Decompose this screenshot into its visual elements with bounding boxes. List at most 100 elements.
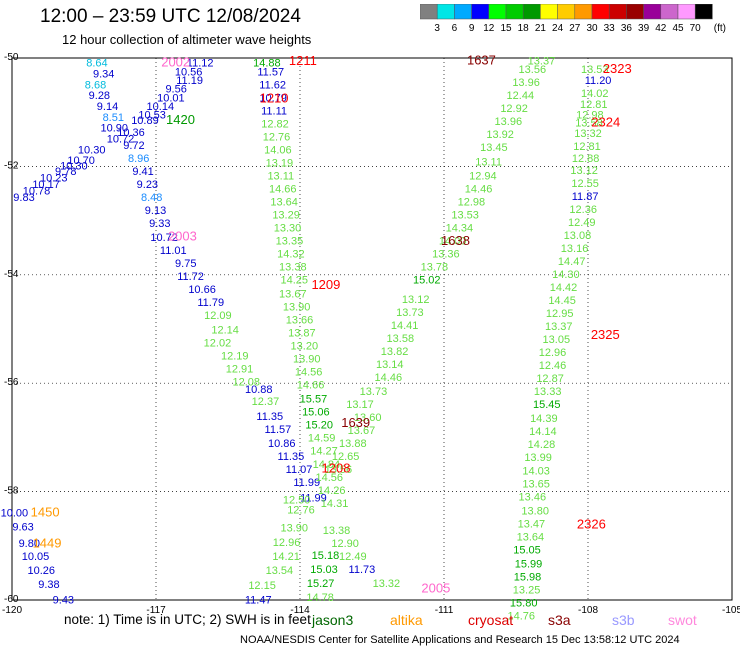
pass-time-label: 1637	[467, 53, 496, 68]
wave-height-value: 11.19	[176, 75, 203, 87]
satellite-label-swot: swot	[668, 612, 697, 628]
wave-height-value: 10.90	[100, 123, 128, 135]
wave-height-value: 14.00	[439, 235, 467, 247]
page-title: 12:00 – 23:59 UTC 12/08/2024	[40, 6, 301, 27]
wave-height-value: 13.38	[323, 525, 351, 537]
wave-height-value: 12.82	[261, 118, 289, 130]
wave-height-value: 12.76	[287, 504, 315, 516]
wave-height-value: 11.72	[177, 271, 204, 283]
wave-height-value: 13.16	[561, 243, 589, 255]
wave-height-value: 14.78	[306, 592, 334, 604]
wave-height-value: 10.78	[23, 186, 51, 198]
pass-time-label: 1208	[322, 461, 351, 476]
wave-height-value: 13.66	[286, 315, 314, 327]
wave-height-value: 13.46	[519, 491, 547, 503]
legend-swatch	[694, 4, 713, 20]
wave-height-value: 14.06	[264, 144, 292, 156]
pass-time-label: 1639	[341, 415, 370, 430]
wave-height-value: 13.56	[519, 64, 547, 76]
wave-height-value: 13.29	[272, 209, 300, 221]
wave-height-value: 11.73	[349, 564, 376, 576]
legend-tick-label: 30	[586, 23, 598, 34]
wave-height-value: 9.23	[137, 179, 158, 191]
wave-height-value: 12.44	[507, 90, 535, 102]
wave-height-value: 14.31	[321, 498, 349, 510]
wave-height-value: 10.89	[131, 115, 159, 127]
wave-height-value: 15.27	[307, 578, 335, 590]
legend-tick-label: 70	[690, 23, 702, 34]
lat-tick-label: -52	[4, 160, 19, 171]
wave-height-value: 10.00	[1, 508, 29, 520]
wave-height-value: 12.95	[546, 308, 574, 320]
wave-height-value: 12.65	[332, 451, 360, 463]
wave-height-value: 15.02	[413, 274, 441, 286]
lon-tick-label: -111	[435, 605, 454, 616]
legend-tick-label: 12	[483, 23, 495, 34]
legend-tick-label: 18	[518, 23, 530, 34]
wave-height-value: 15.18	[312, 550, 340, 562]
lon-tick-label: -108	[578, 605, 598, 616]
wave-height-value: 12.88	[572, 153, 600, 165]
lon-tick-label: -105	[722, 605, 740, 616]
wave-height-value: 11.87	[572, 191, 599, 203]
wave-height-value: 13.35	[276, 235, 304, 247]
pass-time-label: 2003	[168, 229, 197, 244]
wave-height-value: 11.35	[256, 411, 283, 423]
wave-height-value: 15.57	[300, 394, 328, 406]
wave-height-value: 15.03	[310, 564, 338, 576]
wave-height-value: 9.38	[38, 579, 59, 591]
wave-height-value: 12.94	[469, 170, 497, 182]
pass-time-label: 2324	[591, 114, 620, 129]
wave-height-value: 14.30	[552, 269, 580, 281]
satellite-label-s3b: s3b	[612, 612, 635, 628]
lon-tick-label: -117	[146, 605, 166, 616]
wave-height-value: 8.51	[103, 112, 124, 124]
wave-height-value: 11.47	[245, 594, 272, 606]
wave-height-value: 13.47	[518, 518, 546, 530]
wave-height-value: 14.66	[297, 380, 325, 392]
color-legend: 3 6 9 12 15 18 21 24 27 30 33 36 39 42 45 70 (ft)	[420, 4, 726, 34]
pass-time-label: 1211	[289, 53, 317, 68]
wave-height-value: 12.15	[248, 580, 276, 592]
wave-height-value: 13.33	[534, 386, 562, 398]
wave-height-value: 13.12	[402, 294, 430, 306]
wave-height-value: 13.96	[495, 116, 523, 128]
wave-height-value: 12.96	[539, 347, 567, 359]
wave-height-value: 13.11	[475, 156, 502, 168]
pass-time-label: 2005	[421, 580, 450, 595]
pass-time-label: 2323	[603, 61, 632, 76]
wave-height-value: 14.46	[375, 372, 403, 384]
wave-height-value: 14.88	[253, 58, 281, 70]
wave-height-value: 15.06	[302, 407, 330, 419]
wave-height-value: 12.09	[204, 310, 232, 322]
wave-height-value: 15.99	[515, 558, 543, 570]
wave-height-value: 12.50	[283, 495, 311, 507]
wave-height-value: 11.11	[261, 105, 287, 117]
wave-height-value: 12.46	[539, 360, 567, 372]
wave-height-value: 9.13	[145, 205, 166, 217]
wave-height-value: 15.98	[514, 571, 542, 583]
wave-height-value: 14.46	[465, 183, 493, 195]
satellite-label-s3a: s3a	[548, 612, 571, 628]
wave-height-value: 10.72	[150, 232, 178, 244]
wave-height-value: 13.20	[291, 341, 319, 353]
wave-height-value: 13.78	[421, 261, 449, 273]
legend-tick-label: 3	[434, 23, 440, 34]
wave-height-value: 12.98	[576, 110, 604, 122]
wave-height-value: 12.37	[252, 396, 280, 408]
lon-tick-label: -120	[2, 605, 22, 616]
wave-height-value: 12.92	[500, 103, 528, 115]
legend-tick-label: 33	[604, 23, 616, 34]
legend-tick-label: 45	[672, 23, 684, 34]
wave-height-value: 13.64	[517, 531, 545, 543]
wave-height-value: 10.86	[268, 438, 296, 450]
pass-time-label: 1449	[33, 535, 62, 550]
wave-height-value: 13.99	[524, 452, 552, 464]
wave-height-value: 13.90	[293, 354, 321, 366]
wave-height-value: 9.34	[93, 69, 114, 81]
pass-time-label: 2002	[161, 55, 190, 70]
wave-height-value: 14.21	[272, 551, 300, 563]
wave-height-value: 11.79	[197, 297, 224, 309]
wave-height-value: 14.45	[548, 295, 576, 307]
wave-height-value: 12.49	[568, 217, 596, 229]
